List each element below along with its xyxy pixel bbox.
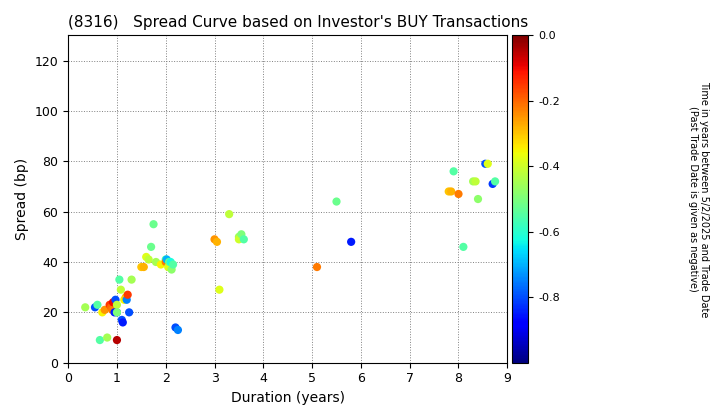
Point xyxy=(163,264,174,270)
Point xyxy=(119,297,130,303)
Point xyxy=(490,178,501,185)
Point xyxy=(121,297,132,303)
Point xyxy=(238,236,250,243)
Point xyxy=(145,244,157,250)
Point xyxy=(99,307,110,313)
Point xyxy=(123,309,135,316)
Point xyxy=(96,309,108,316)
X-axis label: Duration (years): Duration (years) xyxy=(230,391,345,405)
Point xyxy=(117,319,129,326)
Point xyxy=(107,307,118,313)
Point xyxy=(79,304,91,311)
Point xyxy=(311,264,323,270)
Point xyxy=(150,259,162,265)
Point xyxy=(163,259,175,265)
Point xyxy=(161,256,173,263)
Point xyxy=(330,198,342,205)
Point xyxy=(453,191,464,197)
Point xyxy=(458,244,469,250)
Point xyxy=(155,261,166,268)
Point xyxy=(120,294,132,301)
Point xyxy=(111,309,122,316)
Point xyxy=(148,221,159,228)
Point xyxy=(470,178,482,185)
Point xyxy=(122,291,133,298)
Point xyxy=(233,234,245,240)
Point xyxy=(115,286,127,293)
Point xyxy=(487,181,498,187)
Point xyxy=(472,196,484,202)
Point xyxy=(467,178,479,185)
Point xyxy=(107,299,119,306)
Point xyxy=(214,286,225,293)
Point xyxy=(482,160,493,167)
Point xyxy=(211,239,222,245)
Point xyxy=(233,236,245,243)
Point xyxy=(105,304,117,311)
Point xyxy=(160,256,171,263)
Point xyxy=(109,297,121,303)
Y-axis label: Spread (bp): Spread (bp) xyxy=(15,158,29,240)
Point xyxy=(94,337,106,344)
Point xyxy=(170,324,181,331)
Point xyxy=(209,236,220,243)
Point xyxy=(109,309,120,316)
Point xyxy=(443,188,454,195)
Point xyxy=(138,264,150,270)
Point xyxy=(446,188,457,195)
Point xyxy=(165,259,176,265)
Point xyxy=(126,276,138,283)
Point xyxy=(235,231,247,238)
Point xyxy=(140,254,152,260)
Point xyxy=(167,261,179,268)
Point xyxy=(166,266,177,273)
Point xyxy=(89,304,101,311)
Point xyxy=(102,334,113,341)
Point xyxy=(172,327,184,333)
Point xyxy=(160,259,171,265)
Point xyxy=(135,264,147,270)
Point xyxy=(448,168,459,175)
Point xyxy=(346,239,357,245)
Y-axis label: Time in years between 5/2/2025 and Trade Date
(Past Trade Date is given as negat: Time in years between 5/2/2025 and Trade… xyxy=(688,81,709,317)
Point xyxy=(111,302,122,308)
Point xyxy=(480,160,491,167)
Text: (8316)   Spread Curve based on Investor's BUY Transactions: (8316) Spread Curve based on Investor's … xyxy=(68,15,528,30)
Point xyxy=(116,317,127,323)
Point xyxy=(111,309,122,316)
Point xyxy=(91,302,103,308)
Point xyxy=(223,211,235,218)
Point xyxy=(143,256,154,263)
Point xyxy=(114,276,125,283)
Point xyxy=(104,302,115,308)
Point xyxy=(111,337,122,344)
